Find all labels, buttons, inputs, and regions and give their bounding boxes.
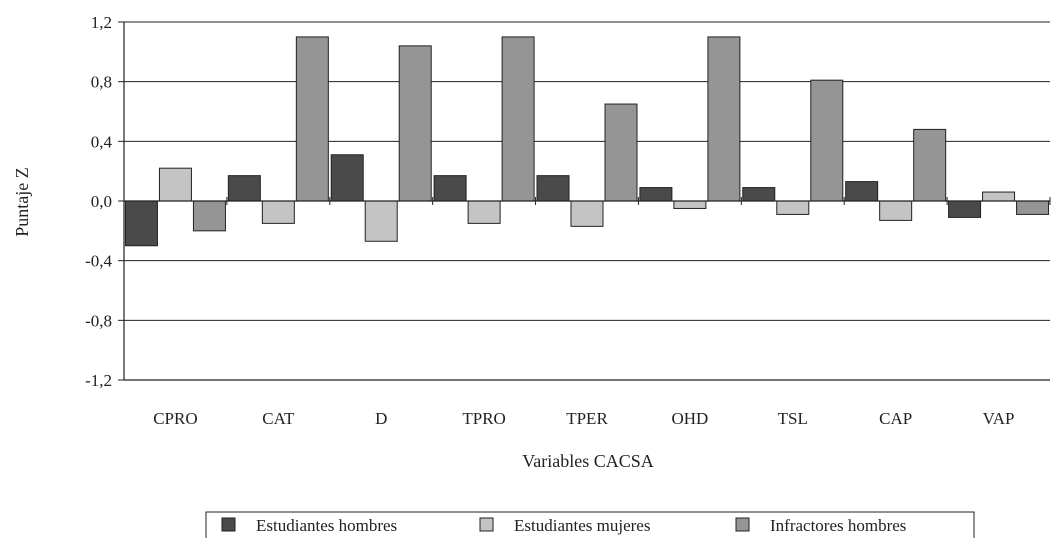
legend-swatch [479, 517, 494, 532]
bar [124, 200, 158, 247]
bar [570, 200, 604, 227]
bar [158, 167, 192, 202]
bar [776, 200, 810, 215]
y-tick-label: -0,8 [85, 311, 112, 330]
x-tick-label: OHD [671, 409, 708, 428]
bar [673, 200, 707, 209]
legend-label: Estudiantes mujeres [514, 516, 650, 535]
bar [707, 36, 741, 202]
bar [948, 200, 982, 218]
x-tick-labels: CPRO CAT D TPRO TPER OHD TSL CAP VAP [123, 197, 1051, 428]
bar [192, 200, 226, 232]
bar [742, 187, 776, 202]
axes [123, 22, 1050, 381]
x-tick-label: CAT [262, 409, 295, 428]
bars [124, 36, 1050, 247]
y-axis-label: Puntaje Z [12, 167, 32, 237]
legend-box [205, 511, 975, 538]
bar [227, 175, 261, 202]
legend: Estudiantes hombres Estudiantes mujeres In… [205, 511, 975, 538]
legend-label: Infractores hombres [770, 516, 906, 535]
bar [810, 79, 844, 202]
legend-swatch [221, 517, 236, 532]
gridlines [124, 21, 1050, 321]
y-tick-labels: 1,2 0,8 0,4 0,0 -0,4 -0,8 -1,2 [85, 13, 124, 390]
x-tick-label: TPER [566, 409, 608, 428]
x-axis-label: Variables CACSA [522, 451, 654, 471]
bar [261, 200, 295, 224]
y-tick-label: -0,4 [85, 252, 112, 271]
bar [398, 45, 432, 202]
x-tick-label: D [375, 409, 387, 428]
x-tick-label: TSL [778, 409, 808, 428]
x-tick-label: CPRO [153, 409, 197, 428]
legend-label: Estudiantes hombres [256, 516, 397, 535]
bar [604, 103, 638, 202]
bar [879, 200, 913, 221]
y-tick-label: 1,2 [91, 13, 112, 32]
bar [330, 154, 364, 202]
bar [982, 191, 1016, 202]
bar [364, 200, 398, 242]
bar [536, 175, 570, 202]
y-tick-label: 0,0 [91, 192, 112, 211]
bar [1016, 200, 1050, 215]
x-tick-label: TPRO [462, 409, 505, 428]
bar [501, 36, 535, 202]
legend-swatch [735, 517, 750, 532]
x-tick-label: VAP [983, 409, 1015, 428]
bar [295, 36, 329, 202]
y-tick-label: 0,4 [91, 132, 113, 151]
bar [639, 187, 673, 202]
y-tick-label: -1,2 [85, 371, 112, 390]
bar [913, 128, 947, 202]
x-tick-label: CAP [879, 409, 912, 428]
bar [433, 175, 467, 202]
bar [845, 181, 879, 202]
y-tick-label: 0,8 [91, 73, 112, 92]
bar [467, 200, 501, 224]
